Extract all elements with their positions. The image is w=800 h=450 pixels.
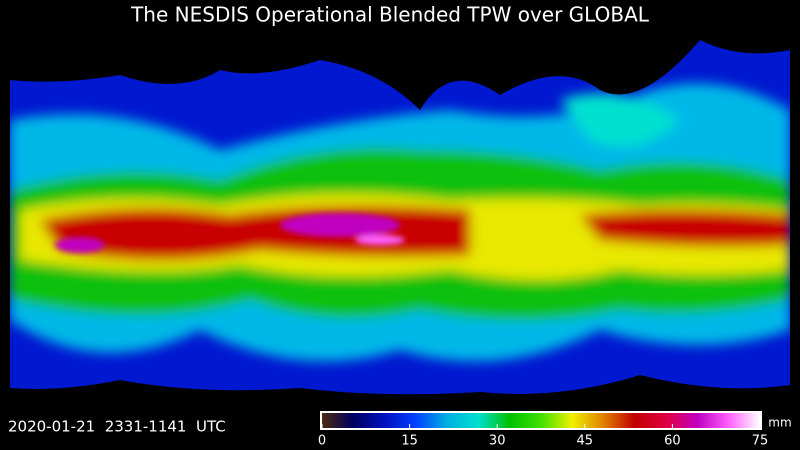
colorbar-tick-label: 15	[401, 434, 418, 449]
tpw-map	[10, 35, 790, 405]
colorbar-tick-label: 0	[318, 434, 326, 449]
colorbar: 0 15 30 45 60 75 mm	[318, 411, 792, 449]
colorbar-tick-label: 30	[489, 434, 506, 449]
colorbar-unit: mm	[768, 416, 791, 430]
timestamp: 2020-01-21 2331-1141 UTC	[8, 418, 226, 436]
title: The NESDIS Operational Blended TPW over …	[130, 3, 650, 27]
colorbar-tick-label: 60	[664, 434, 681, 449]
colorbar-tick-label: 45	[577, 434, 594, 449]
colorbar-tick-label: 75	[752, 434, 769, 449]
colorbar-scale	[322, 413, 760, 428]
